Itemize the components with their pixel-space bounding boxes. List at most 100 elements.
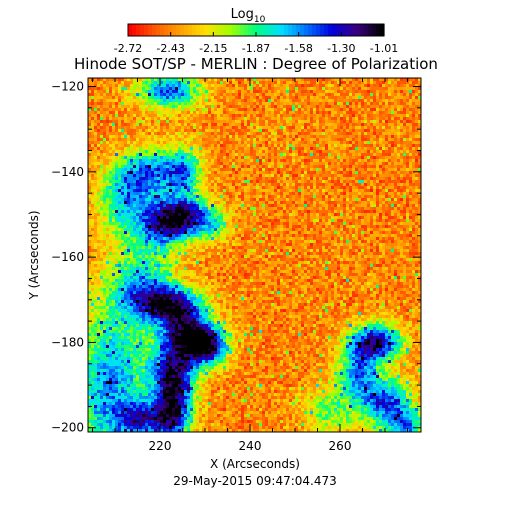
heatmap-cell bbox=[151, 180, 155, 184]
heatmap-cell bbox=[184, 159, 188, 163]
heatmap-cell bbox=[136, 87, 140, 91]
heatmap-cell bbox=[166, 114, 170, 118]
heatmap-cell bbox=[175, 87, 179, 91]
heatmap-cell bbox=[358, 99, 362, 103]
heatmap-cell bbox=[112, 81, 116, 85]
heatmap-cell bbox=[178, 177, 182, 181]
heatmap-cell bbox=[340, 93, 344, 97]
heatmap-cell bbox=[142, 114, 146, 118]
heatmap-cell bbox=[238, 138, 242, 142]
heatmap-cell bbox=[292, 117, 296, 121]
heatmap-cell bbox=[172, 207, 176, 211]
heatmap-cell bbox=[418, 102, 422, 106]
heatmap-cell bbox=[136, 150, 140, 154]
heatmap-cell bbox=[370, 150, 374, 154]
heatmap-cell bbox=[127, 144, 131, 148]
heatmap-cell bbox=[178, 192, 182, 196]
heatmap-cell bbox=[103, 90, 107, 94]
heatmap-cell bbox=[394, 96, 398, 100]
heatmap-cell bbox=[109, 99, 113, 103]
heatmap-cell bbox=[349, 150, 353, 154]
heatmap-cell bbox=[343, 204, 347, 208]
heatmap-cell bbox=[145, 90, 149, 94]
heatmap-cell bbox=[364, 147, 368, 151]
heatmap-cell bbox=[121, 90, 125, 94]
heatmap-cell bbox=[160, 141, 164, 145]
heatmap-cell bbox=[226, 201, 230, 205]
heatmap-cell bbox=[319, 105, 323, 109]
heatmap-cell bbox=[340, 144, 344, 148]
heatmap-cell bbox=[88, 162, 92, 166]
heatmap-cell bbox=[319, 153, 323, 157]
heatmap-cell bbox=[307, 204, 311, 208]
heatmap-cell bbox=[175, 174, 179, 178]
heatmap-cell bbox=[157, 210, 161, 214]
heatmap-cell bbox=[319, 174, 323, 178]
heatmap-cell bbox=[202, 186, 206, 190]
heatmap-cell bbox=[109, 198, 113, 202]
heatmap-cell bbox=[208, 162, 212, 166]
heatmap-cell bbox=[121, 186, 125, 190]
heatmap-cell bbox=[367, 90, 371, 94]
heatmap-cell bbox=[337, 207, 341, 211]
heatmap-cell bbox=[163, 159, 167, 163]
heatmap-cell bbox=[91, 162, 95, 166]
heatmap-cell bbox=[187, 144, 191, 148]
heatmap-cell bbox=[187, 93, 191, 97]
heatmap-cell bbox=[325, 84, 329, 88]
heatmap-cell bbox=[328, 207, 332, 211]
heatmap-cell bbox=[340, 153, 344, 157]
heatmap-cell bbox=[271, 189, 275, 193]
heatmap-cell bbox=[301, 129, 305, 133]
heatmap-cell bbox=[370, 198, 374, 202]
heatmap-cell bbox=[340, 111, 344, 115]
heatmap-cell bbox=[160, 210, 164, 214]
heatmap-cell bbox=[295, 174, 299, 178]
heatmap-cell bbox=[259, 93, 263, 97]
heatmap-cell bbox=[265, 177, 269, 181]
heatmap-cell bbox=[214, 183, 218, 187]
heatmap-cell bbox=[214, 81, 218, 85]
heatmap-cell bbox=[136, 144, 140, 148]
heatmap-cell bbox=[172, 135, 176, 139]
heatmap-cell bbox=[385, 159, 389, 163]
heatmap-cell bbox=[208, 117, 212, 121]
heatmap-cell bbox=[217, 87, 221, 91]
heatmap-cell bbox=[328, 141, 332, 145]
heatmap-cell bbox=[190, 126, 194, 130]
heatmap-cell bbox=[355, 129, 359, 133]
heatmap-cell bbox=[256, 81, 260, 85]
heatmap-cell bbox=[118, 93, 122, 97]
heatmap-cell bbox=[172, 192, 176, 196]
heatmap-cell bbox=[289, 177, 293, 181]
heatmap-cell bbox=[331, 192, 335, 196]
heatmap-cell bbox=[205, 159, 209, 163]
heatmap-cell bbox=[328, 165, 332, 169]
heatmap-cell bbox=[346, 189, 350, 193]
heatmap-cell bbox=[307, 129, 311, 133]
heatmap-cell bbox=[349, 186, 353, 190]
heatmap-cell bbox=[235, 123, 239, 127]
heatmap-cell bbox=[301, 183, 305, 187]
heatmap-cell bbox=[382, 147, 386, 151]
heatmap-cell bbox=[199, 150, 203, 154]
heatmap-cell bbox=[310, 183, 314, 187]
heatmap-cell bbox=[265, 201, 269, 205]
heatmap-cell bbox=[169, 186, 173, 190]
heatmap-cell bbox=[271, 87, 275, 91]
heatmap-cell bbox=[271, 132, 275, 136]
heatmap-cell bbox=[187, 123, 191, 127]
heatmap-cell bbox=[202, 150, 206, 154]
heatmap-cell bbox=[388, 108, 392, 112]
heatmap-cell bbox=[253, 84, 257, 88]
heatmap-cell bbox=[136, 117, 140, 121]
heatmap-cell bbox=[103, 123, 107, 127]
heatmap-cell bbox=[250, 180, 254, 184]
heatmap-cell bbox=[211, 207, 215, 211]
heatmap-cell bbox=[292, 144, 296, 148]
heatmap-cell bbox=[232, 147, 236, 151]
heatmap-cell bbox=[148, 162, 152, 166]
heatmap-cell bbox=[130, 153, 134, 157]
heatmap-cell bbox=[202, 183, 206, 187]
heatmap-cell bbox=[181, 93, 185, 97]
